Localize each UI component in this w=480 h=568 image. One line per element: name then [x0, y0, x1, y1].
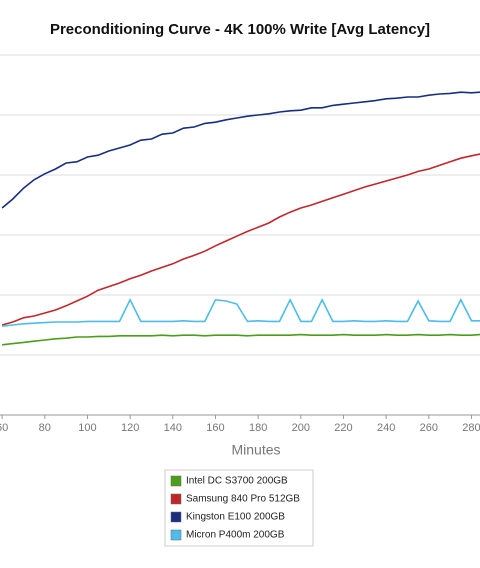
- series-line: [2, 297, 480, 327]
- x-tick-label: 200: [292, 422, 310, 434]
- x-tick-label: 280: [462, 422, 480, 434]
- series-line: [1, 153, 480, 326]
- x-tick-label: 60: [0, 422, 8, 434]
- legend-swatch: [170, 475, 182, 487]
- x-tick-label: 220: [334, 422, 352, 434]
- x-axis-title: Minutes: [231, 442, 280, 458]
- chart-title: Preconditioning Curve - 4K 100% Write [A…: [50, 21, 430, 38]
- legend-label: Micron P400m 200GB: [186, 530, 285, 541]
- x-tick-label: 180: [249, 422, 267, 434]
- x-tick-label: 160: [206, 422, 224, 434]
- x-tick-label: 260: [420, 422, 438, 434]
- x-tick-label: 100: [78, 422, 96, 434]
- x-tick-label: 240: [377, 422, 395, 434]
- series-line: [1, 91, 480, 209]
- x-tick-label: 120: [121, 422, 139, 434]
- x-tick-label: 80: [39, 422, 51, 434]
- legend-swatch: [170, 529, 182, 541]
- legend-swatch: [170, 511, 182, 523]
- series-line: [2, 333, 480, 346]
- x-tick-label: 140: [164, 422, 182, 434]
- legend-label: Intel DC S3700 200GB: [186, 476, 288, 487]
- legend-swatch: [170, 493, 182, 505]
- legend-box: [164, 469, 314, 547]
- legend-label: Kingston E100 200GB: [186, 512, 285, 523]
- legend-label: Samsung 840 Pro 512GB: [186, 494, 300, 505]
